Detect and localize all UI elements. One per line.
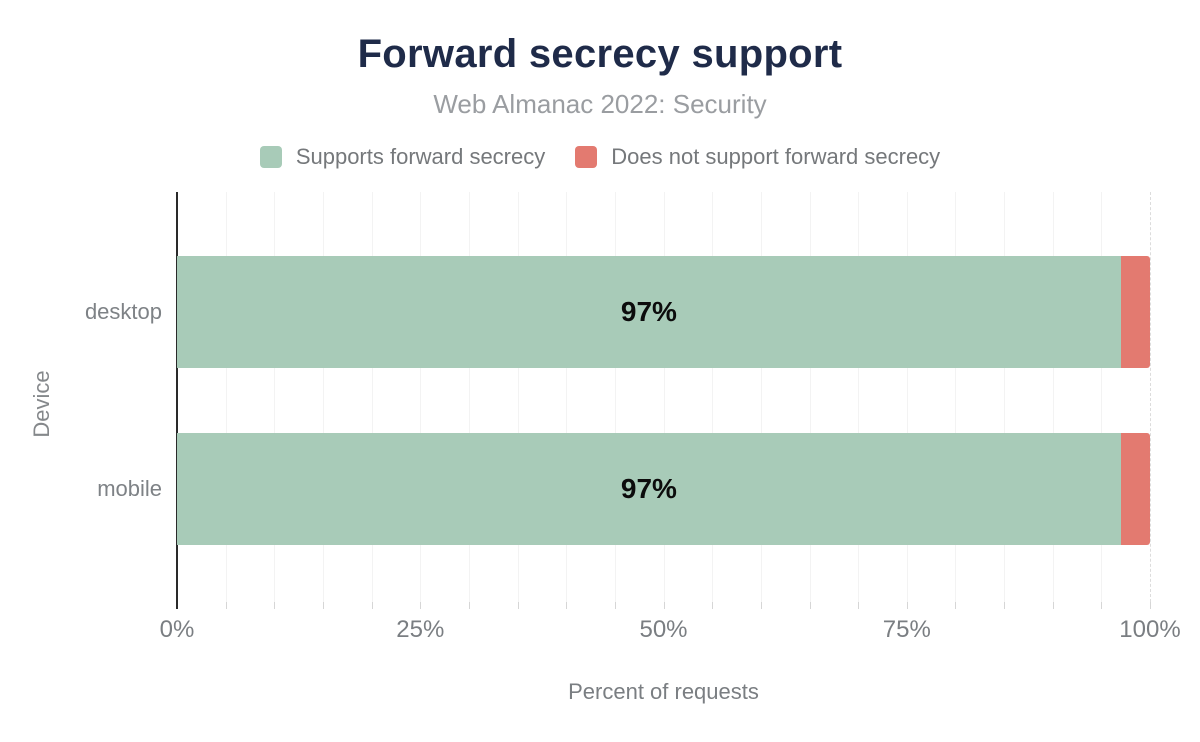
y-axis-title: Device: [29, 370, 54, 438]
gridline: [760, 192, 762, 602]
gridline: [517, 192, 519, 602]
axis-tick: [517, 602, 519, 609]
category-label: mobile: [97, 476, 162, 501]
gridline: [1004, 192, 1005, 602]
axis-tick: [420, 602, 422, 609]
axis-tick: [274, 602, 276, 609]
gridline: [712, 192, 714, 602]
axis-tick: [663, 602, 665, 609]
bar-row: 97%: [177, 433, 1150, 545]
axis-tick: [760, 602, 762, 609]
gridline: [858, 192, 860, 602]
axis-tick: [566, 602, 568, 609]
gridline: [614, 192, 616, 602]
gridline-100: [1150, 192, 1151, 602]
y-axis-line: [176, 192, 178, 609]
axis-tick: [1004, 602, 1005, 609]
gridline: [1052, 192, 1054, 602]
axis-tick: [614, 602, 616, 609]
legend-label: Supports forward secrecy: [295, 144, 546, 169]
axis-tick: [712, 602, 714, 609]
chart-title: Forward secrecy support: [357, 32, 843, 76]
category-label: desktop: [84, 299, 162, 324]
gridline: [809, 192, 811, 602]
gridline: [420, 192, 422, 602]
x-tick-label: 75%: [882, 616, 931, 643]
legend-item: Does not support forward secrecy: [575, 144, 940, 170]
bar-segment-supports-forward-secrecy: 97%: [177, 433, 1121, 545]
gridline: [663, 192, 665, 602]
gridline: [1101, 192, 1103, 602]
x-tick-label: 100%: [1119, 616, 1181, 643]
gridline: [274, 192, 276, 602]
gridline: [955, 192, 957, 602]
axis-tick: [225, 602, 227, 609]
axis-tick: [809, 602, 811, 609]
axis-tick: [1150, 602, 1151, 609]
bar-row: 97%: [177, 256, 1150, 368]
gridline: [468, 192, 470, 602]
legend: Supports forward secrecy Does not support…: [0, 144, 1200, 170]
bar-value-label: 97%: [620, 296, 677, 327]
x-tick-label: 0%: [159, 616, 195, 643]
axis-tick: [858, 602, 860, 609]
bar-segment-does-not-support-forward-secrecy: [1120, 256, 1150, 368]
axis-tick: [906, 602, 908, 609]
chart-subtitle: Web Almanac 2022: Security: [433, 89, 767, 119]
x-tick-label: 50%: [639, 616, 688, 643]
x-axis-title: Percent of requests: [568, 679, 759, 704]
axis-tick: [371, 602, 373, 609]
axis-tick: [955, 602, 957, 609]
axis-tick: [1052, 602, 1054, 609]
gridline: [322, 192, 324, 602]
bar-segment-does-not-support-forward-secrecy: [1120, 433, 1150, 545]
gridline: [566, 192, 568, 602]
bar-value-label: 97%: [620, 473, 677, 504]
gridline: [371, 192, 373, 602]
legend-swatch: [259, 146, 282, 168]
legend-item: Supports forward secrecy: [259, 144, 546, 170]
axis-tick: [1101, 602, 1103, 609]
axis-tick: [322, 602, 324, 609]
gridline: [225, 192, 227, 602]
axis-tick: [468, 602, 470, 609]
x-tick-label: 25%: [396, 616, 445, 643]
legend-swatch: [575, 146, 598, 168]
gridline: [906, 192, 908, 602]
legend-label: Does not support forward secrecy: [611, 144, 941, 169]
bar-segment-supports-forward-secrecy: 97%: [177, 256, 1121, 368]
